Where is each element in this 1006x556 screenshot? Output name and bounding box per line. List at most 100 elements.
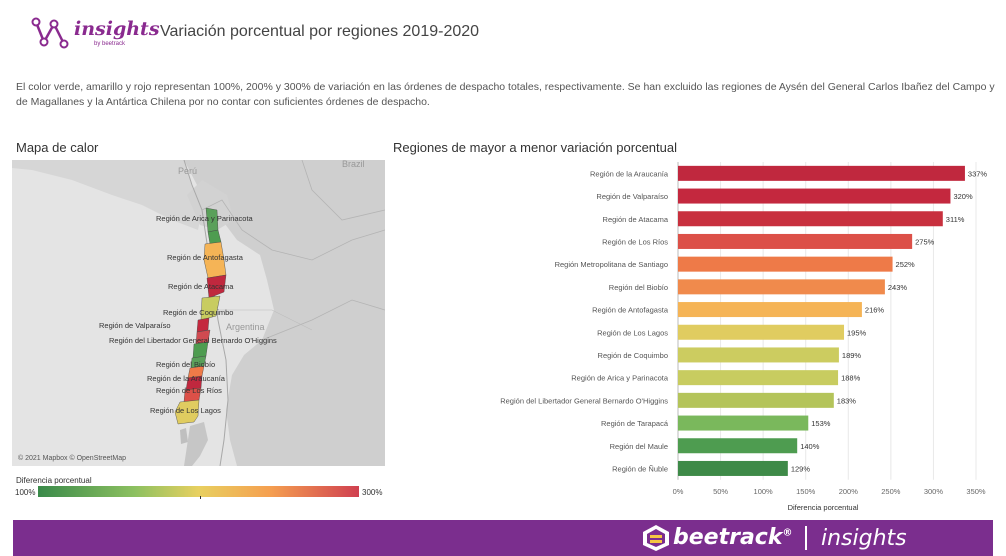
map-label: Región de Coquimbo (163, 308, 233, 317)
map-label: Región de Antofagasta (167, 253, 244, 262)
value-label: 311% (946, 215, 965, 224)
value-label: 188% (841, 374, 861, 383)
heat-map[interactable]: Perú Brazil Argentina Región de Arica y … (12, 160, 385, 466)
value-label: 129% (791, 464, 811, 473)
value-label: 243% (888, 283, 908, 292)
country-label-argentina: Argentina (226, 322, 265, 332)
page-title: Variación porcentual por regiones 2019-2… (160, 23, 480, 40)
map-title: Mapa de calor (16, 140, 99, 155)
map-canvas[interactable]: Perú Brazil Argentina Región de Arica y … (12, 160, 385, 466)
category-label: Región de Los Ríos (602, 237, 668, 246)
value-label: 189% (842, 351, 862, 360)
bar[interactable] (678, 460, 788, 476)
region-valparaiso[interactable] (196, 317, 210, 333)
border-line (201, 199, 385, 261)
map-label: Región de la Araucanía (147, 374, 226, 383)
footer-brand: beetrack® (673, 525, 793, 550)
land-south (184, 422, 208, 466)
value-label: 153% (811, 419, 831, 428)
map-label: Región del Libertador General Bernardo O… (109, 336, 277, 345)
x-tick-label: 50% (713, 487, 728, 496)
bar[interactable] (678, 256, 893, 272)
border-line (301, 160, 385, 221)
molecule-logo-icon (31, 17, 69, 49)
region-tarapaca[interactable] (207, 229, 222, 245)
category-label: Región de Arica y Parinacota (571, 374, 669, 383)
bar[interactable] (678, 370, 839, 386)
map-label: Región de Los Lagos (150, 406, 221, 415)
category-label: Región del Biobío (609, 283, 668, 292)
legend-max-label: 300% (362, 488, 383, 497)
x-tick-label: 300% (924, 487, 944, 496)
bee-logo-icon (643, 525, 669, 551)
category-label: Región de Atacama (603, 215, 669, 224)
map-label: Región de Atacama (168, 282, 234, 291)
bar[interactable] (678, 438, 798, 454)
footer-divider (805, 526, 807, 550)
border-line (212, 309, 313, 331)
category-label: Región de la Araucanía (590, 169, 669, 178)
region-chiloe-south (180, 428, 188, 444)
value-label: 337% (968, 169, 988, 178)
legend-color-scale (38, 486, 359, 497)
bar-chart[interactable]: 0% 50% 100% 150% 200% 250% 300% 350% Región de l… (380, 158, 1000, 514)
x-tick-label: 200% (839, 487, 859, 496)
region-coquimbo[interactable] (200, 295, 221, 321)
category-label: Región de Coquimbo (598, 351, 668, 360)
footer-banner: beetrack® insights (13, 520, 993, 556)
category-label: Región de Los Lagos (597, 328, 668, 337)
value-label: 183% (837, 396, 857, 405)
category-label: Región Metropolitana de Santiago (555, 260, 668, 269)
x-tick-label: 0% (673, 487, 684, 496)
map-label: Región de Los Ríos (156, 386, 222, 395)
map-label: Región de Arica y Parinacota (156, 214, 254, 223)
value-label: 140% (800, 442, 820, 451)
border-line (261, 299, 385, 341)
category-label: Región del Libertador General Bernardo O… (500, 396, 668, 405)
bar-chart-title: Regiones de mayor a menor variación porc… (393, 140, 677, 155)
category-label: Región de Valparaíso (596, 192, 668, 201)
x-axis-title: Diferencia porcentual (788, 503, 859, 512)
value-label: 275% (915, 237, 935, 246)
category-label: Región de Antofagasta (592, 306, 669, 315)
bar[interactable] (678, 188, 951, 204)
bar[interactable] (678, 279, 885, 295)
legend-min-label: 100% (15, 488, 36, 497)
x-tick-label: 100% (754, 487, 774, 496)
bar[interactable] (678, 165, 965, 181)
land-bolivia (187, 180, 234, 230)
map-credit[interactable]: © 2021 Mapbox © OpenStreetMap (18, 455, 126, 462)
bar[interactable] (678, 302, 862, 318)
x-tick-label: 250% (881, 487, 901, 496)
land-peru (12, 160, 202, 230)
value-label: 252% (896, 260, 916, 269)
bar[interactable] (678, 392, 834, 408)
bar[interactable] (678, 415, 809, 431)
bar[interactable] (678, 211, 943, 227)
x-tick-label: 350% (966, 487, 986, 496)
bar[interactable] (678, 233, 913, 249)
region-atacama[interactable] (206, 274, 227, 299)
logo-wordmark: insights (74, 18, 160, 40)
description-text: El color verde, amarillo y rojo represen… (16, 81, 995, 108)
map-label: Región del Biobío (156, 360, 215, 369)
category-label: Región de Ñuble (612, 464, 668, 473)
logo-byline: by beetrack (94, 41, 126, 47)
region-los-lagos[interactable] (174, 399, 200, 425)
insights-logo: insights by beetrack (30, 12, 160, 52)
value-label: 195% (847, 328, 867, 337)
category-label: Región del Maule (610, 442, 668, 451)
country-label-peru: Perú (178, 166, 197, 176)
footer-product: insights (821, 526, 907, 551)
map-label: Región de Valparaíso (99, 321, 171, 330)
legend-title: Diferencia porcentual (16, 476, 92, 485)
land-area (12, 160, 385, 466)
category-label: Región de Tarapacá (601, 419, 669, 428)
country-label-brazil: Brazil (342, 160, 365, 169)
bar[interactable] (678, 347, 839, 363)
x-tick-label: 150% (796, 487, 816, 496)
value-label: 320% (953, 192, 973, 201)
bar[interactable] (678, 324, 845, 340)
value-label: 216% (865, 306, 885, 315)
legend-marker (200, 496, 201, 499)
